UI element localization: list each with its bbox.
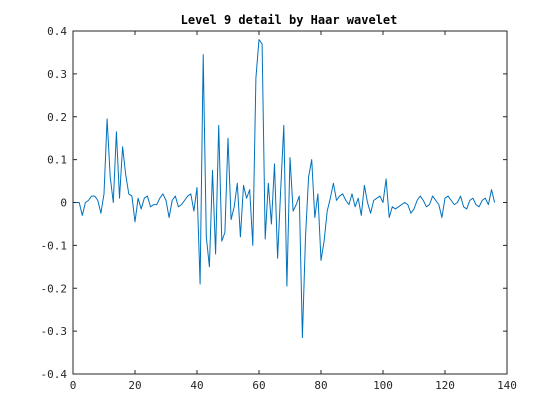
chart-title: Level 9 detail by Haar wavelet bbox=[181, 13, 398, 27]
y-tick-label: 0.1 bbox=[47, 154, 67, 167]
y-tick-label: -0.2 bbox=[41, 282, 68, 295]
y-tick-label: 0.2 bbox=[47, 111, 67, 124]
plot-area-box bbox=[72, 30, 508, 375]
x-tick-label: 120 bbox=[435, 379, 455, 392]
y-tick-label: 0 bbox=[60, 197, 67, 210]
y-tick-label: 0.3 bbox=[47, 68, 67, 81]
x-tick-label: 140 bbox=[497, 379, 517, 392]
series-line-0 bbox=[76, 39, 496, 339]
y-tick-label: -0.1 bbox=[41, 239, 68, 252]
y-tick-label: -0.4 bbox=[41, 368, 68, 381]
x-tick-label: 100 bbox=[373, 379, 393, 392]
x-tick-label: 0 bbox=[70, 379, 77, 392]
x-tick-label: 60 bbox=[252, 379, 265, 392]
y-tick-label: -0.3 bbox=[41, 325, 68, 338]
x-tick-label: 40 bbox=[190, 379, 203, 392]
x-tick-label: 80 bbox=[314, 379, 327, 392]
y-tick-label: 0.4 bbox=[47, 25, 67, 38]
x-tick-label: 20 bbox=[128, 379, 141, 392]
